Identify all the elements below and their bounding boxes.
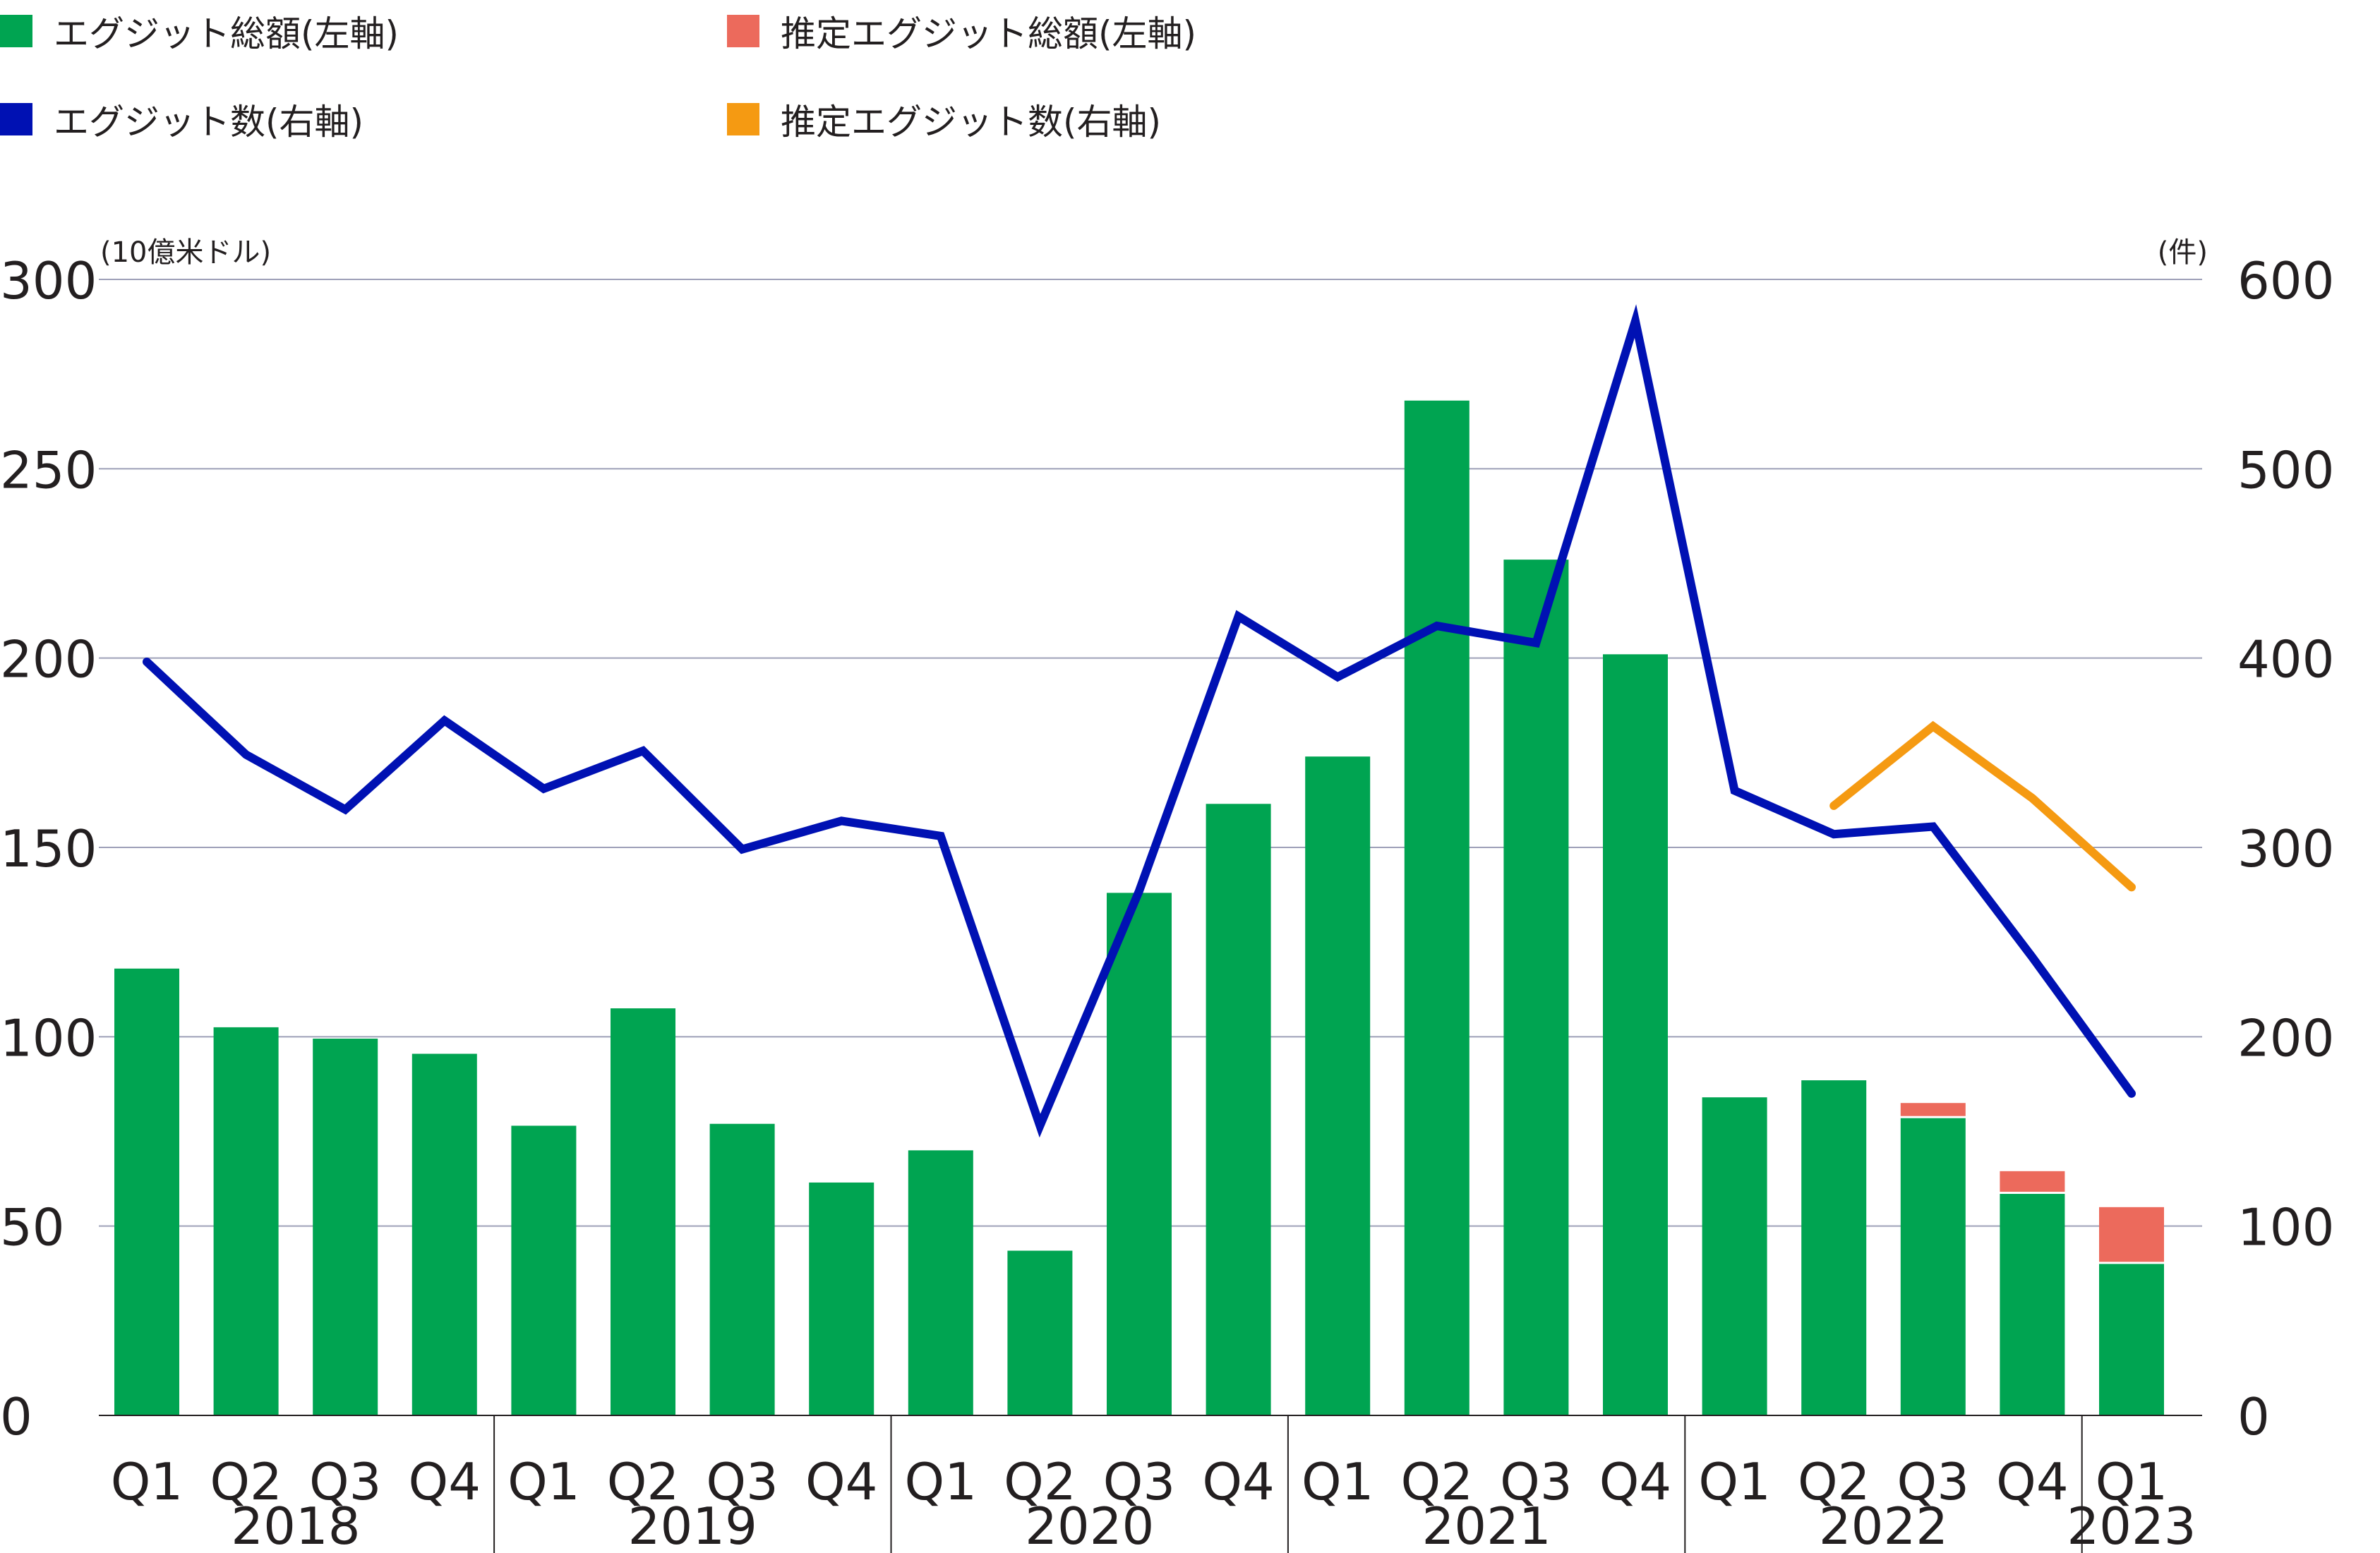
legend-item-exit-count: エグジット数(右軸): [0, 94, 363, 145]
year-label: 2018: [231, 1497, 360, 1553]
exit-value-bar: [213, 1027, 279, 1415]
category-label: Q4: [1599, 1452, 1671, 1511]
exit-value-bar: [1900, 1118, 1966, 1415]
exit-value-bar: [411, 1053, 477, 1415]
category-label: Q3: [1897, 1452, 1969, 1511]
category-label: Q3: [1500, 1452, 1572, 1511]
exit-value-bar: [2099, 1264, 2164, 1415]
axes: (10億米ドル) (件) 0 0 50 100 100 200 150 300 200 400 25…: [0, 236, 2334, 1553]
exit-value-bar: [709, 1123, 775, 1415]
category-label: Q1: [1698, 1452, 1770, 1511]
exit-value-bar: [1801, 1080, 1867, 1415]
exit-value-bar: [1503, 560, 1569, 1416]
right-tick-label: 0: [2237, 1387, 2270, 1446]
right-tick-label: 600: [2237, 251, 2334, 310]
category-label: Q4: [409, 1452, 481, 1511]
right-tick-label: 400: [2237, 630, 2334, 689]
category-label: Q2: [607, 1452, 679, 1511]
exit-value-bar: [1305, 756, 1371, 1415]
legend-item-exit-value: エグジット総額(左軸): [0, 6, 399, 56]
left-tick-label: 100: [0, 1008, 97, 1068]
category-label: Q4: [805, 1452, 877, 1511]
legend-swatch-estimated-exit-value: [727, 15, 759, 47]
exit-value-bar: [114, 968, 179, 1415]
year-label: 2022: [1819, 1497, 1948, 1553]
exit-value-bar: [1206, 804, 1271, 1415]
exit-value-bar: [611, 1008, 675, 1415]
estimated-exit-value-bar: [2099, 1207, 2164, 1262]
category-label: Q1: [905, 1452, 977, 1511]
category-label: Q2: [1401, 1452, 1473, 1511]
bars: [114, 400, 2164, 1416]
year-label: 2023: [2067, 1497, 2196, 1553]
left-tick-label: 250: [0, 440, 97, 500]
category-label: Q1: [111, 1452, 183, 1511]
year-label: 2020: [1025, 1497, 1154, 1553]
exit-value-bar: [1702, 1097, 1767, 1415]
legend-label-exit-count: エグジット数(右軸): [54, 102, 364, 143]
legend-swatch-exit-value: [0, 15, 32, 47]
left-tick-label: 150: [0, 819, 97, 878]
category-label: Q1: [507, 1452, 579, 1511]
chart-legend: エグジット総額(左軸) 推定エグジット総額(左軸) エグジット数(右軸) 推定エ…: [0, 0, 1412, 143]
exit-value-bar: [908, 1150, 973, 1415]
right-tick-label: 200: [2237, 1008, 2334, 1068]
category-label: Q4: [1996, 1452, 2068, 1511]
category-label: Q1: [2096, 1452, 2168, 1511]
exit-value-bar: [1007, 1250, 1073, 1415]
legend-swatch-estimated-exit-count: [727, 103, 759, 135]
category-label: Q1: [1302, 1452, 1374, 1511]
category-label: Q2: [1798, 1452, 1870, 1511]
estimated-exit-count-line: [1829, 720, 2136, 892]
exit-count-line: [143, 304, 2136, 1138]
category-label: Q3: [1103, 1452, 1175, 1511]
exit-value-bar: [511, 1125, 577, 1415]
left-tick-label: 50: [0, 1198, 65, 1257]
right-tick-label: 100: [2237, 1198, 2334, 1257]
legend-label-estimated-exit-count: 推定エグジット数(右軸): [781, 102, 1162, 143]
exit-value-bar: [313, 1039, 378, 1415]
right-tick-label: 500: [2237, 440, 2334, 500]
year-label: 2021: [1422, 1497, 1551, 1553]
exit-value-bar: [809, 1182, 875, 1415]
category-label: Q3: [309, 1452, 381, 1511]
exit-value-bar: [1107, 893, 1172, 1415]
right-tick-label: 300: [2237, 819, 2334, 878]
left-axis-unit-label: (10億米ドル): [100, 236, 271, 269]
estimated-exit-value-bar: [1900, 1103, 1966, 1116]
exit-value-bar: [1603, 654, 1668, 1415]
legend-swatch-exit-count: [0, 103, 32, 135]
lines: [143, 304, 2136, 1138]
category-label: Q4: [1202, 1452, 1274, 1511]
legend-item-estimated-exit-value: 推定エグジット総額(左軸): [727, 6, 1196, 56]
legend-item-estimated-exit-count: 推定エグジット数(右軸): [727, 94, 1161, 145]
right-axis-unit-label: (件): [2158, 236, 2208, 269]
category-label: Q2: [1004, 1452, 1076, 1511]
legend-label-estimated-exit-value: 推定エグジット総額(左軸): [781, 13, 1197, 54]
exit-value-bar: [2000, 1194, 2065, 1415]
year-label: 2019: [628, 1497, 757, 1553]
left-tick-label: 200: [0, 630, 97, 689]
exit-value-bar: [1404, 400, 1470, 1415]
estimated-exit-value-bar: [2000, 1171, 2065, 1192]
category-label: Q2: [210, 1452, 282, 1511]
left-tick-label: 300: [0, 251, 97, 310]
left-tick-label: 0: [0, 1387, 32, 1446]
legend-label-exit-value: エグジット総額(左軸): [54, 13, 399, 54]
category-label: Q3: [706, 1452, 778, 1511]
